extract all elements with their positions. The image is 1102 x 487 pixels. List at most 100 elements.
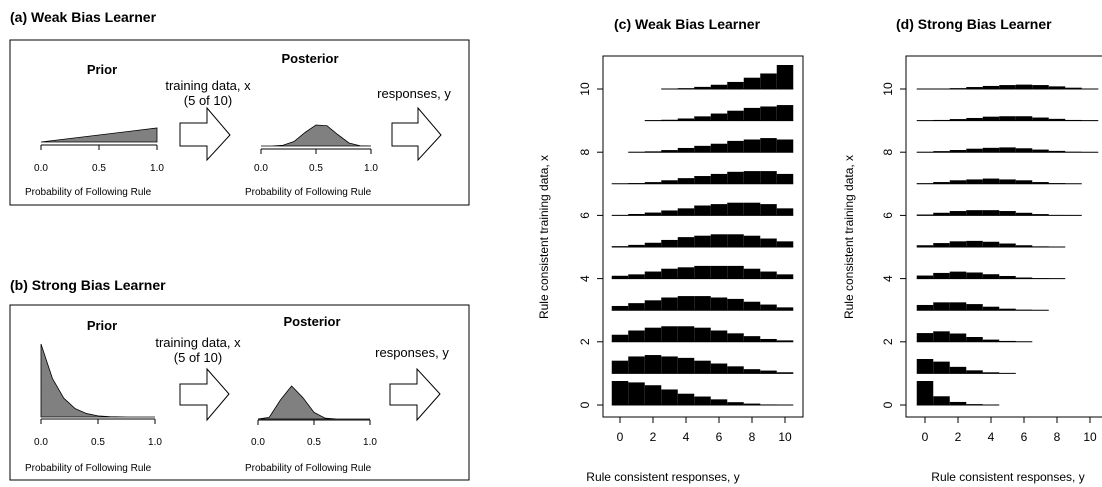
histogram-bar	[999, 85, 1016, 89]
panel-b-box	[9, 304, 470, 481]
panel-a-training-line2: (5 of 10)	[184, 93, 232, 108]
histogram-bar	[644, 182, 662, 184]
histogram-bar	[916, 183, 934, 184]
histogram-bar	[727, 110, 744, 121]
histogram-bar	[611, 305, 629, 311]
y-tick-label: 4	[881, 275, 895, 282]
histogram-bar	[677, 118, 695, 121]
histogram-bar	[966, 304, 983, 311]
histogram-bar	[677, 208, 695, 216]
histogram-bar	[1032, 214, 1049, 216]
panel-a-prior-curve	[40, 127, 158, 143]
histogram-bar	[644, 271, 662, 279]
panel-c-axes: 0 2 4 6 8 10 0 2 4 6 8 10	[578, 82, 792, 444]
histogram-bar	[982, 306, 1000, 311]
histogram-bar	[1032, 182, 1049, 184]
histogram-bar	[727, 366, 744, 374]
histogram-bar	[1015, 148, 1033, 153]
histogram-bar	[999, 147, 1016, 153]
x-tick-label: 8	[1054, 430, 1061, 444]
histogram-bar	[677, 147, 695, 153]
histogram-bar	[982, 147, 1000, 153]
histogram-bar	[776, 274, 794, 279]
histogram-bar	[727, 333, 744, 342]
histogram-bar	[644, 151, 662, 153]
histogram-bar	[776, 139, 794, 153]
histogram-bar	[743, 139, 761, 153]
histogram-bar	[1015, 212, 1033, 216]
histogram-bar	[776, 65, 794, 89]
histogram-bar	[999, 179, 1016, 184]
histogram-bar	[982, 178, 1000, 184]
panel-a-arrow-1	[179, 106, 231, 162]
histogram-bar	[949, 333, 967, 342]
panel-c-xlabel: Rule consistent responses, y	[586, 470, 739, 484]
histogram-bar	[966, 272, 983, 279]
histogram-bar	[916, 304, 934, 311]
histogram-bar	[1048, 86, 1066, 89]
histogram-bar	[628, 274, 645, 279]
y-tick-label: 6	[578, 212, 592, 219]
histogram-bar	[644, 327, 662, 342]
histogram-bar	[760, 404, 777, 405]
panel-d-title: (d) Strong Bias Learner	[896, 16, 1052, 32]
histogram-bar	[966, 404, 983, 405]
histogram-bar	[694, 265, 711, 279]
panel-b-arrow-2	[389, 367, 441, 422]
histogram-bar	[743, 403, 761, 405]
histogram-bar	[694, 396, 711, 405]
histogram-bar	[966, 240, 983, 247]
y-tick-label: 0	[881, 401, 895, 408]
histogram-bar	[611, 360, 629, 374]
histogram-bar	[628, 356, 645, 374]
histogram-bar	[760, 238, 777, 247]
histogram-bar	[776, 173, 794, 184]
panel-b-training-line1: training data, x	[155, 335, 241, 350]
histogram-bar	[1065, 87, 1082, 89]
histogram-bar	[982, 241, 1000, 247]
histogram-bar	[677, 88, 695, 89]
panel-b-prior-curve	[40, 343, 155, 418]
histogram-bar	[949, 271, 967, 279]
panel-a-posterior-label: Posterior	[281, 51, 338, 66]
panel-b-training-line2: (5 of 10)	[174, 350, 222, 365]
histogram-bar	[611, 275, 629, 279]
histogram-bar	[1032, 117, 1049, 121]
histogram-bar	[966, 117, 983, 121]
panel-a-title: (a) Weak Bias Learner	[10, 9, 157, 25]
histogram-bar	[1032, 246, 1049, 247]
panel-a-prior-tick-2: 1.0	[150, 163, 164, 174]
histogram-bar	[727, 202, 744, 216]
panel-b-prior-tick-1: 0.5	[91, 437, 105, 448]
histogram-bar	[933, 396, 950, 405]
panel-a-responses-label: responses, y	[377, 86, 451, 101]
histogram-bar	[933, 272, 950, 279]
histogram-bar	[949, 241, 967, 247]
histogram-bar	[661, 268, 678, 279]
histogram-bar	[644, 385, 662, 405]
histogram-bar	[949, 88, 967, 89]
y-tick-label: 6	[881, 212, 895, 219]
histogram-bar	[949, 119, 967, 121]
histogram-bar	[628, 330, 645, 342]
histogram-bar	[999, 275, 1016, 279]
histogram-bar	[677, 296, 695, 311]
histogram-bar	[933, 331, 950, 342]
histogram-bar	[966, 370, 983, 374]
histogram-bar	[966, 337, 983, 342]
histogram-bar	[611, 334, 629, 342]
histogram-bar	[661, 119, 678, 121]
x-tick-label: 4	[683, 430, 690, 444]
histogram-bar	[982, 210, 1000, 216]
histogram-bar	[999, 243, 1016, 247]
histogram-bar	[776, 307, 794, 311]
histogram-bar	[661, 180, 678, 184]
histogram-bar	[661, 297, 678, 311]
histogram-bar	[727, 234, 744, 247]
histogram-bar	[760, 271, 777, 279]
histogram-bar	[661, 326, 678, 342]
histogram-bar	[949, 302, 967, 311]
panel-c-bars	[611, 65, 794, 406]
histogram-bar	[982, 339, 1000, 342]
histogram-bar	[710, 84, 728, 89]
